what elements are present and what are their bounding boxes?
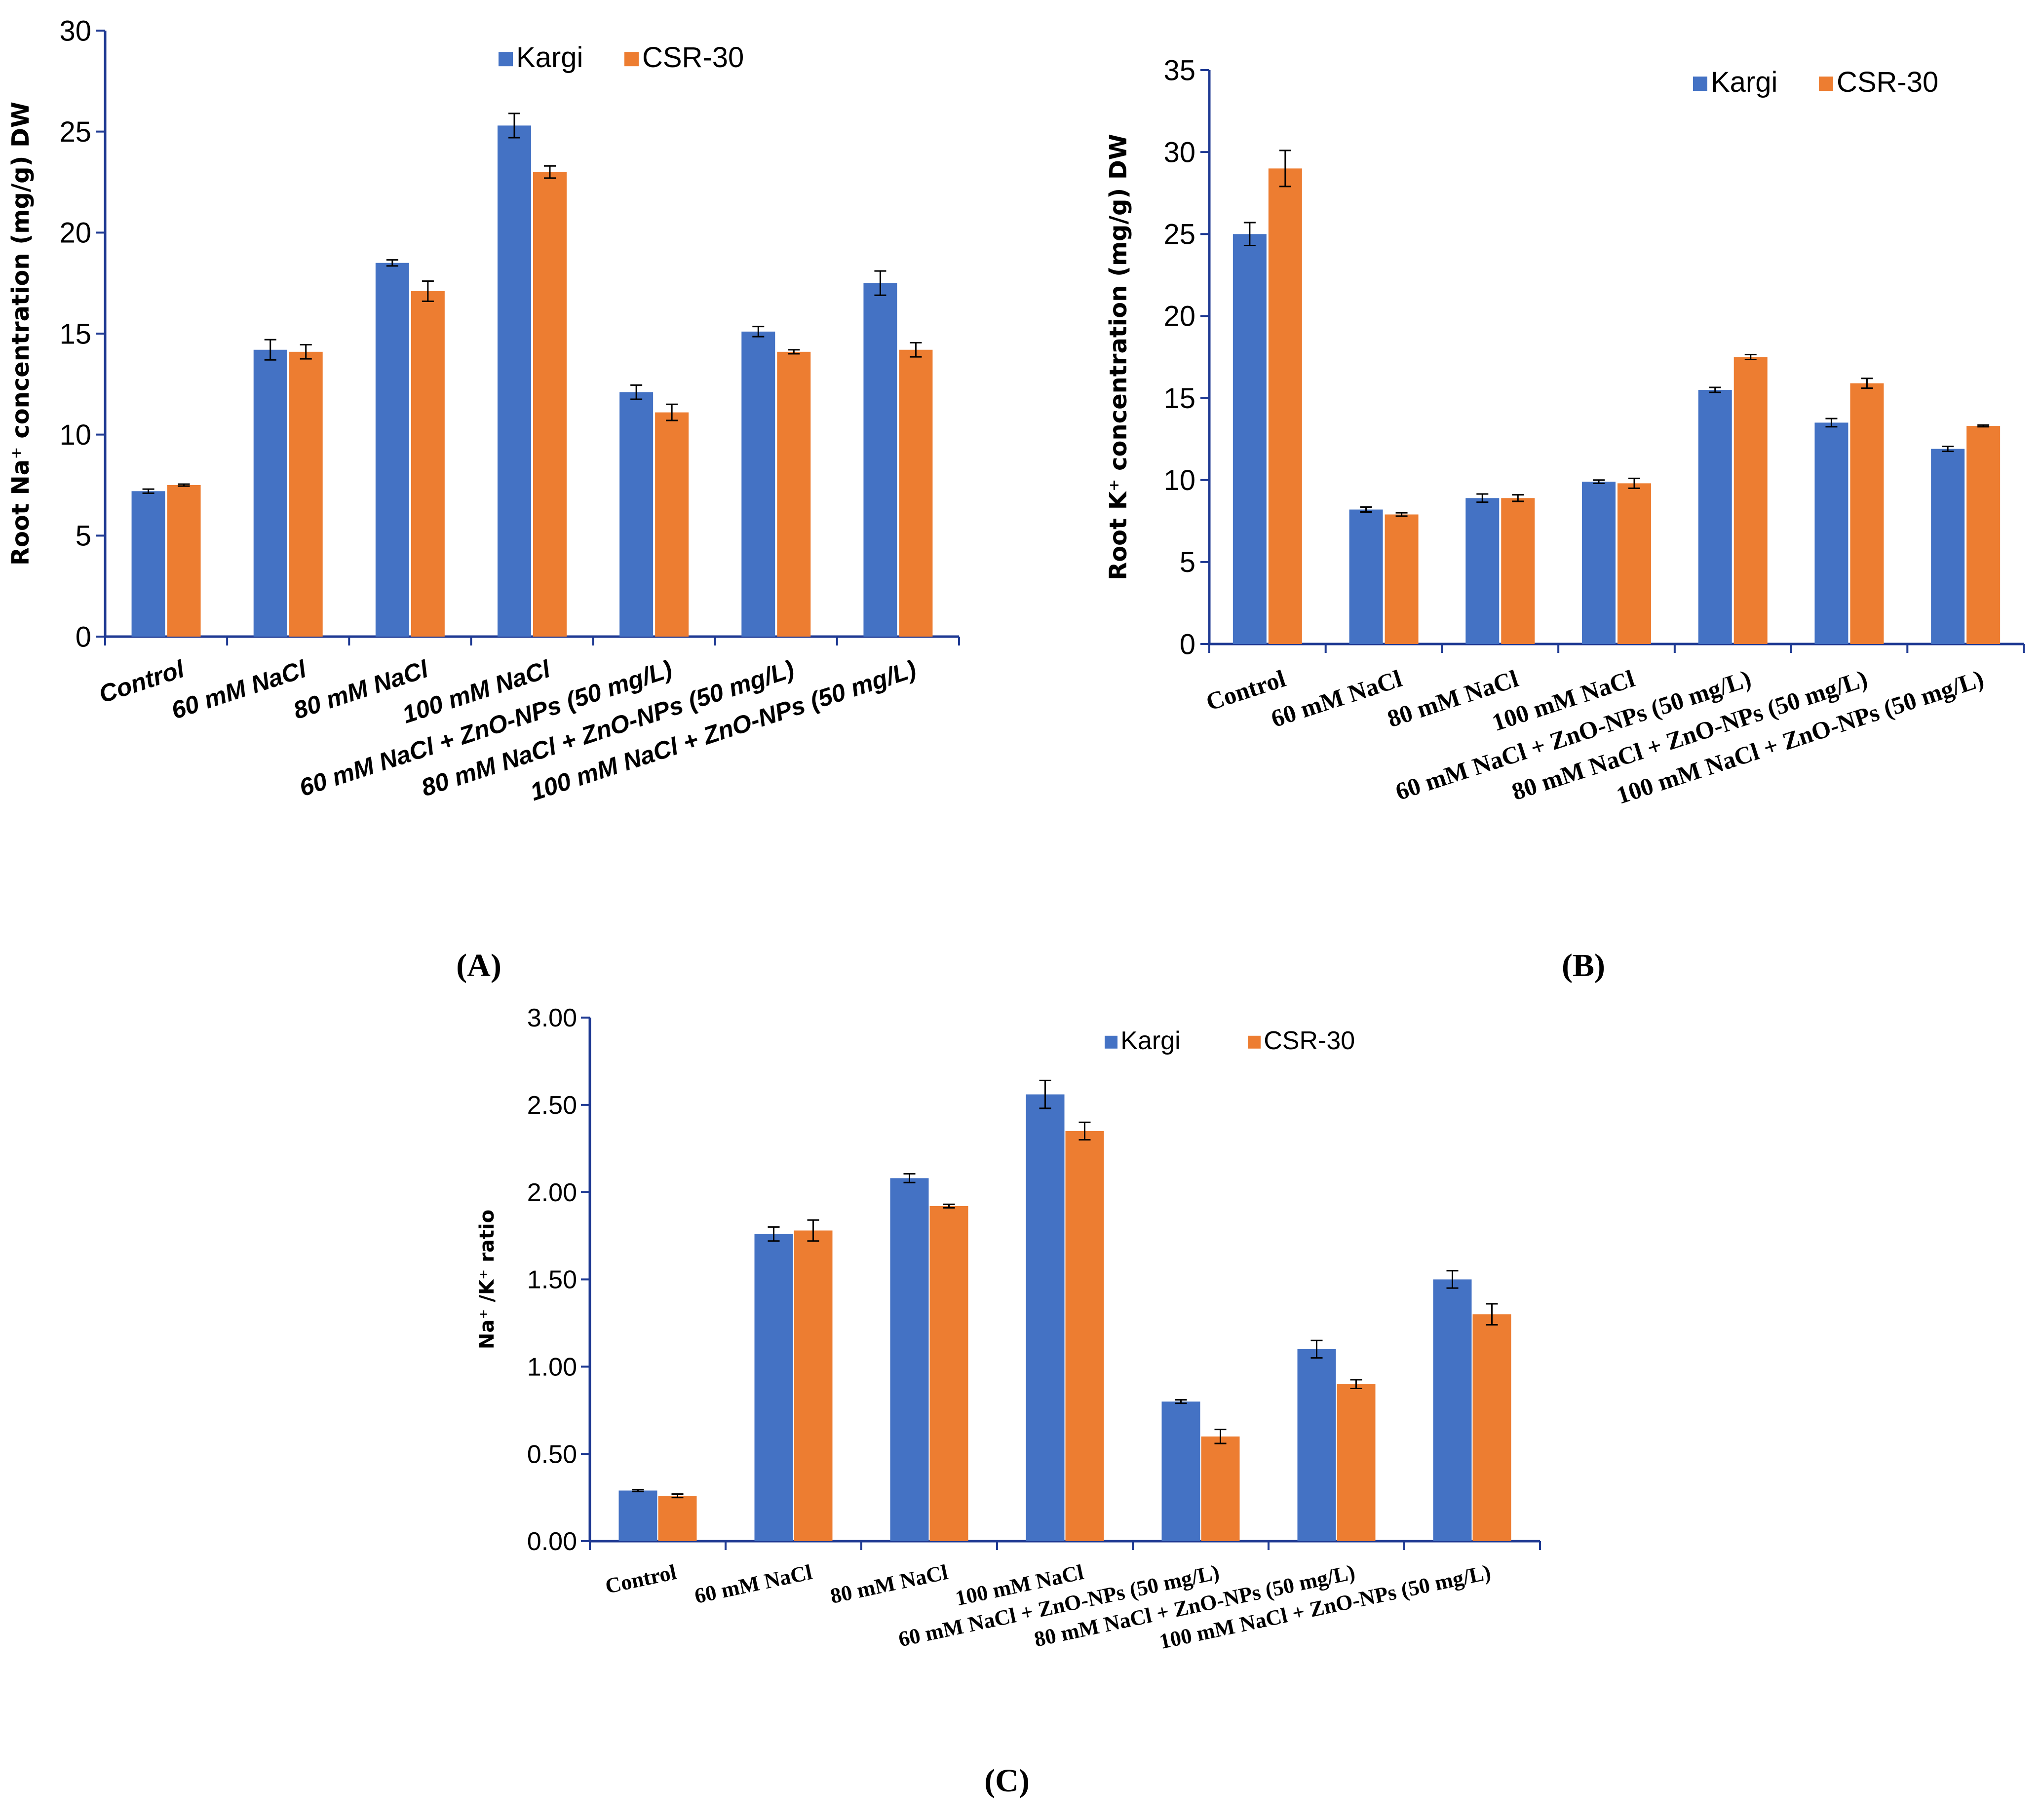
y-tick-label: 2.00 <box>527 1178 577 1207</box>
bar-kargi <box>1232 234 1267 644</box>
bar-csr30 <box>1337 1384 1376 1541</box>
y-tick-label: 30 <box>59 15 91 47</box>
y-tick-label: 10 <box>1163 464 1195 496</box>
bar-csr30 <box>658 1496 697 1541</box>
y-tick-label: 1.50 <box>527 1266 577 1294</box>
bar-kargi <box>754 1234 793 1541</box>
bar-kargi <box>1698 389 1732 644</box>
legend-label-kargi: Kargi <box>516 41 583 74</box>
legend-swatch-csr30 <box>1248 1035 1261 1049</box>
bar-kargi <box>1582 482 1616 644</box>
bar-kargi <box>1814 422 1848 644</box>
y-tick-label: 10 <box>59 419 91 451</box>
panel-label: (A) <box>456 948 501 984</box>
legend-label-csr30: CSR-30 <box>1264 1026 1355 1055</box>
bar-csr30 <box>1385 514 1419 644</box>
y-tick-label: 1.00 <box>527 1353 577 1382</box>
y-tick-label: 20 <box>1163 301 1195 333</box>
x-category-label: Control <box>603 1560 679 1598</box>
bar-csr30 <box>1201 1436 1240 1541</box>
y-tick-label: 15 <box>1163 382 1195 415</box>
bar-csr30 <box>1501 498 1535 644</box>
bar-csr30 <box>1268 168 1302 644</box>
y-tick-label: 20 <box>59 217 91 249</box>
y-tick-label: 25 <box>59 116 91 148</box>
bar-csr30 <box>167 485 201 637</box>
panel-label: (B) <box>1562 948 1605 984</box>
legend-label-kargi: Kargi <box>1711 66 1777 98</box>
x-category-label: 80 mM NaCl <box>828 1560 950 1608</box>
bar-kargi <box>618 1490 657 1541</box>
bar-kargi <box>1465 498 1500 644</box>
legend-swatch-csr30 <box>1819 76 1833 91</box>
x-category-label: 60 mM NaCl <box>1268 664 1405 732</box>
bar-csr30 <box>1966 426 2001 644</box>
y-axis-title: Root Na⁺ concentration (mg/g) DW <box>7 102 35 566</box>
bar-kargi <box>1433 1279 1472 1541</box>
panel-label: (C) <box>984 1763 1030 1799</box>
y-axis-title: Na⁺ /K⁺ ratio <box>476 1210 499 1349</box>
bar-kargi <box>1026 1094 1065 1541</box>
bar-kargi <box>863 283 897 637</box>
bar-kargi <box>253 349 287 637</box>
legend-swatch-csr30 <box>624 52 639 67</box>
bar-kargi <box>1297 1349 1336 1541</box>
y-tick-label: 35 <box>1163 54 1195 86</box>
legend-label-kargi: Kargi <box>1120 1026 1180 1055</box>
legend-label-csr30: CSR-30 <box>642 41 744 74</box>
bar-csr30 <box>289 351 323 637</box>
legend-swatch-kargi <box>499 52 513 67</box>
bar-csr30 <box>533 172 567 637</box>
y-tick-label: 25 <box>1163 219 1195 251</box>
legend-label-csr30: CSR-30 <box>1837 66 1938 98</box>
y-tick-label: 5 <box>76 520 91 552</box>
bar-csr30 <box>1065 1131 1104 1541</box>
y-tick-label: 5 <box>1180 546 1195 578</box>
y-tick-label: 3.00 <box>527 1004 577 1032</box>
bar-kargi <box>1349 509 1383 644</box>
bar-kargi <box>741 331 775 637</box>
bar-kargi <box>890 1178 929 1541</box>
bar-csr30 <box>899 349 933 637</box>
y-tick-label: 0 <box>76 621 91 653</box>
legend-swatch-kargi <box>1105 1035 1117 1049</box>
bar-csr30 <box>1472 1314 1511 1541</box>
x-category-label: 60 mM NaCl <box>168 655 310 724</box>
x-category-label: 60 mM NaCl <box>693 1560 814 1608</box>
panel-c: 0.00 0.50 1.00 1.50 2.00 2.50 3.00 Control 60 mM… <box>476 1004 1541 1799</box>
bar-csr30 <box>929 1206 968 1541</box>
y-tick-label: 0.00 <box>527 1527 577 1556</box>
bar-csr30 <box>1850 383 1884 644</box>
bar-csr30 <box>411 291 445 637</box>
y-axis-title: Root K⁺ concentration (mg/g) DW <box>1105 134 1132 580</box>
y-tick-label: 0 <box>1180 628 1195 660</box>
y-tick-label: 0.50 <box>527 1440 577 1469</box>
legend-swatch-kargi <box>1693 76 1707 91</box>
bar-kargi <box>498 125 531 637</box>
bar-kargi <box>375 263 409 637</box>
bar-csr30 <box>1617 483 1651 644</box>
bar-csr30 <box>655 412 689 637</box>
bar-kargi <box>1161 1402 1200 1541</box>
y-tick-label: 15 <box>59 318 91 350</box>
bar-csr30 <box>794 1230 833 1541</box>
bar-csr30 <box>777 351 811 637</box>
y-tick-label: 30 <box>1163 136 1195 168</box>
bar-csr30 <box>1733 357 1768 644</box>
y-tick-label: 2.50 <box>527 1091 577 1120</box>
bar-kargi <box>619 392 654 637</box>
bar-kargi <box>1931 449 1965 644</box>
bar-kargi <box>131 491 165 637</box>
